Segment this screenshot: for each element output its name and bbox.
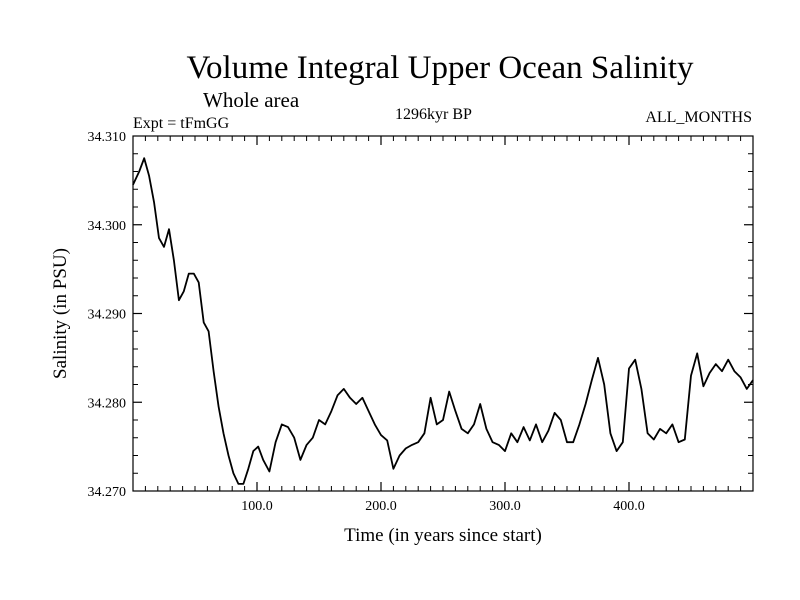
y-axis-label: Salinity (in PSU) <box>50 248 71 379</box>
chart-title: Volume Integral Upper Ocean Salinity <box>186 50 694 86</box>
y-tick-label: 34.290 <box>88 308 127 323</box>
x-tick-label: 200.0 <box>365 499 397 514</box>
experiment-label: Expt = tFmGG <box>133 115 230 132</box>
period-label: 1296kyr BP <box>395 106 472 123</box>
x-tick-label: 300.0 <box>489 499 521 514</box>
y-tick-label: 34.310 <box>88 130 127 145</box>
chart-subtitle: Whole area <box>203 88 300 112</box>
axis-ticks <box>133 136 753 491</box>
x-tick-label: 400.0 <box>613 499 645 514</box>
x-tick-label: 100.0 <box>241 499 273 514</box>
y-tick-label: 34.280 <box>88 396 127 411</box>
tick-labels: 100.0 200.0 300.0 400.0 34.270 34.280 34.290 34… <box>88 130 645 514</box>
y-tick-label: 34.300 <box>88 219 127 234</box>
months-label: ALL_MONTHS <box>645 109 752 126</box>
y-tick-label: 34.270 <box>88 485 127 500</box>
series-line-salinity <box>132 157 754 485</box>
plot-frame <box>132 135 754 492</box>
x-axis-label: Time (in years since start) <box>344 525 542 546</box>
